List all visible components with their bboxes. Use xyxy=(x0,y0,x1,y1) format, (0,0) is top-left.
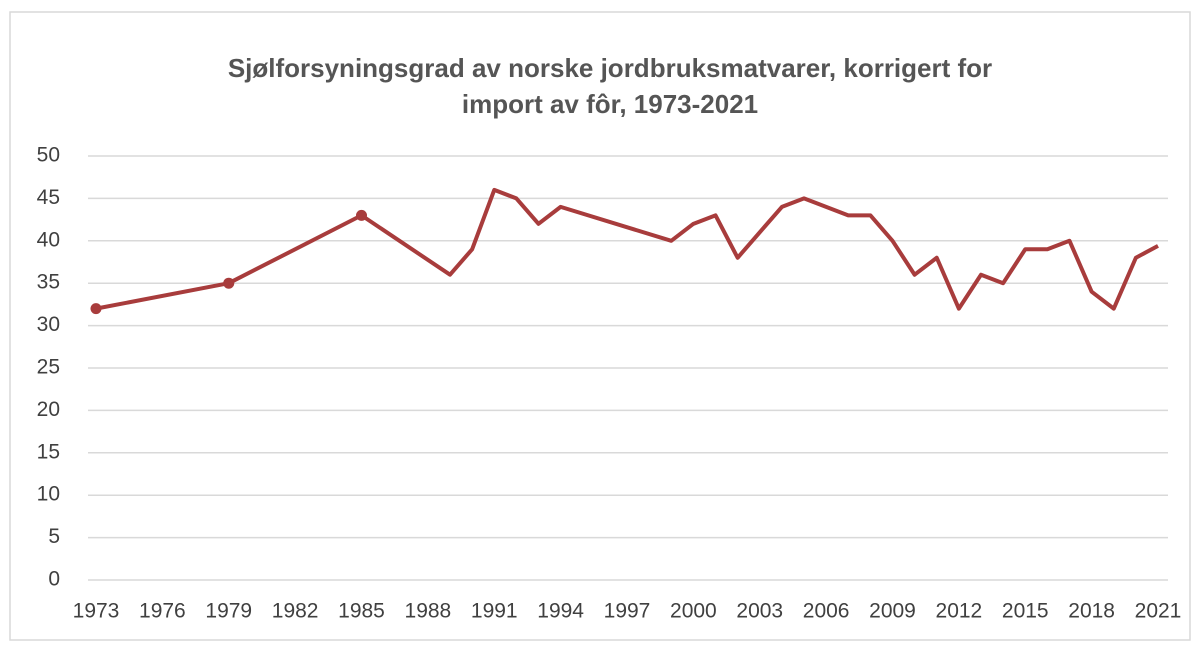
chart-title: Sjølforsyningsgrad av norske jordbruksma… xyxy=(228,53,992,83)
data-marker xyxy=(356,209,367,221)
x-tick-label: 1997 xyxy=(604,600,651,623)
y-tick-label: 45 xyxy=(37,186,60,209)
x-tick-label: 2006 xyxy=(803,600,850,623)
data-marker xyxy=(90,303,102,315)
x-tick-label: 2000 xyxy=(670,600,717,623)
y-tick-label: 20 xyxy=(37,398,60,421)
x-tick-label: 2015 xyxy=(1002,600,1049,623)
chart-title: import av fôr, 1973-2021 xyxy=(462,89,758,119)
y-tick-label: 5 xyxy=(48,525,60,548)
x-tick-label: 2021 xyxy=(1135,600,1182,623)
x-tick-label: 2012 xyxy=(936,600,983,623)
data-line xyxy=(95,187,1159,311)
y-tick-label: 10 xyxy=(37,483,60,506)
x-tick-label: 2018 xyxy=(1068,600,1115,623)
x-tick-label: 1982 xyxy=(272,600,319,623)
x-tick-label: 2003 xyxy=(736,600,783,623)
data-marker xyxy=(223,277,235,289)
x-tick-label: 1973 xyxy=(73,600,120,623)
x-tick-label: 1988 xyxy=(405,600,452,623)
y-tick-label: 40 xyxy=(37,228,60,251)
x-tick-label: 1976 xyxy=(139,600,186,623)
y-tick-label: 15 xyxy=(37,440,60,463)
y-tick-label: 25 xyxy=(37,356,60,379)
y-tick-label: 50 xyxy=(37,144,60,167)
y-tick-label: 0 xyxy=(48,568,60,591)
x-tick-label: 1985 xyxy=(338,600,385,623)
x-tick-label: 1991 xyxy=(471,600,518,623)
y-tick-label: 35 xyxy=(37,271,60,294)
x-tick-label: 2009 xyxy=(869,600,916,623)
x-tick-label: 1979 xyxy=(205,600,252,623)
x-tick-label: 1994 xyxy=(537,600,584,623)
y-tick-label: 30 xyxy=(37,313,60,336)
